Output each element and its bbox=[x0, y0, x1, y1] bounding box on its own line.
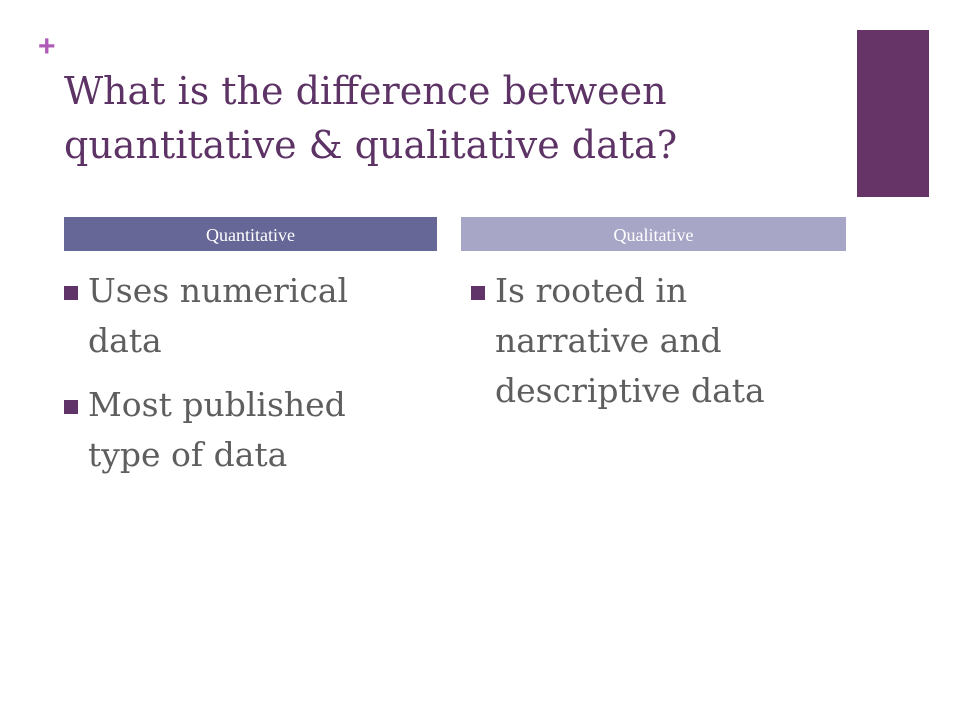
bullet-item: Is rooted in narrative and descriptive d… bbox=[471, 266, 846, 416]
quantitative-header: Quantitative bbox=[64, 217, 437, 251]
corner-accent-bar bbox=[857, 30, 929, 197]
qualitative-header: Qualitative bbox=[461, 217, 846, 251]
bullet-text: Uses numerical data bbox=[88, 271, 349, 360]
bullet-text: Most published type of data bbox=[88, 385, 346, 474]
qualitative-bullet-list: Is rooted in narrative and descriptive d… bbox=[471, 266, 846, 430]
square-bullet-icon bbox=[64, 400, 78, 414]
square-bullet-icon bbox=[471, 286, 485, 300]
bullet-text: Is rooted in narrative and descriptive d… bbox=[495, 271, 765, 410]
bullet-item: Uses numerical data bbox=[64, 266, 424, 366]
quantitative-bullet-list: Uses numerical data Most published type … bbox=[64, 266, 424, 494]
square-bullet-icon bbox=[64, 286, 78, 300]
bullet-item: Most published type of data bbox=[64, 380, 424, 480]
plus-icon: + bbox=[38, 30, 56, 63]
slide-title: What is the difference between quantitat… bbox=[64, 69, 678, 167]
